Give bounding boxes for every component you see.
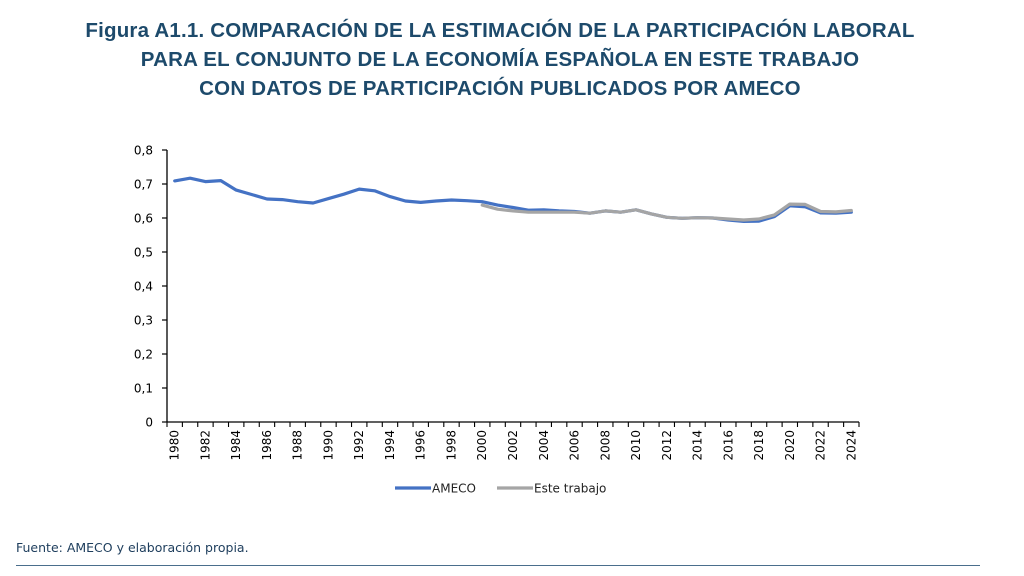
x-tick-label: 2002 bbox=[506, 430, 520, 461]
y-tick-label: 0,3 bbox=[134, 314, 153, 328]
legend: AMECO Este trabajo bbox=[395, 482, 606, 496]
x-axis: 1980 1982 1984 1986 1988 1990 1992 1994 1996 1998… bbox=[166, 421, 860, 461]
y-tick-label: 0,4 bbox=[134, 280, 153, 294]
footer-divider bbox=[16, 565, 980, 566]
source-note: Fuente: AMECO y elaboración propia. bbox=[16, 540, 249, 555]
x-tick-label: 2020 bbox=[783, 430, 797, 461]
y-tick-label: 0,6 bbox=[134, 212, 153, 226]
x-tick-label: 1984 bbox=[229, 430, 243, 461]
y-tick-label: 0,5 bbox=[134, 246, 153, 260]
series-layer bbox=[173, 176, 853, 223]
x-tick-label: 1982 bbox=[198, 430, 212, 461]
y-tick-label: 0,7 bbox=[134, 178, 153, 192]
x-tick-label: 2016 bbox=[721, 430, 735, 461]
figure-title-line-1: Figura A1.1. COMPARACIÓN DE LA ESTIMACIÓ… bbox=[85, 19, 915, 42]
series-line-ameco bbox=[173, 176, 853, 223]
x-tick-label: 2024 bbox=[844, 430, 858, 461]
x-tick-label: 2014 bbox=[691, 430, 705, 461]
x-tick-label: 1980 bbox=[168, 430, 182, 461]
y-axis: 0 0,1 0,2 0,3 0,4 0,5 0,6 0,7 0,8 bbox=[134, 144, 168, 430]
x-tick-label: 2018 bbox=[752, 430, 766, 461]
x-tick-label: 1986 bbox=[260, 430, 274, 461]
x-tick-label: 2004 bbox=[537, 430, 551, 461]
x-tick-label: 2010 bbox=[629, 430, 643, 461]
x-tick-label: 2006 bbox=[568, 430, 582, 461]
y-tick-label: 0,8 bbox=[134, 144, 153, 158]
figure-title: Figura A1.1. COMPARACIÓN DE LA ESTIMACIÓ… bbox=[0, 16, 1000, 103]
x-tick-label: 2012 bbox=[660, 430, 674, 461]
x-tick-label: 1994 bbox=[383, 430, 397, 461]
y-tick-label: 0,1 bbox=[134, 382, 153, 396]
x-tick-label: 2008 bbox=[598, 430, 612, 461]
x-tick-label: 1992 bbox=[352, 430, 366, 461]
x-tick-label: 2000 bbox=[475, 430, 489, 461]
x-tick-label: 1990 bbox=[321, 430, 335, 461]
x-tick-label: 2022 bbox=[814, 430, 828, 461]
figure-title-line-2: PARA EL CONJUNTO DE LA ECONOMÍA ESPAÑOLA… bbox=[140, 48, 860, 71]
x-tick-label: 1988 bbox=[291, 430, 305, 461]
legend-label: Este trabajo bbox=[534, 482, 606, 496]
x-tick-label: 1996 bbox=[414, 430, 428, 461]
y-tick-label: 0,2 bbox=[134, 348, 153, 362]
legend-label: AMECO bbox=[432, 482, 476, 496]
figure-title-line-3: CON DATOS DE PARTICIPACIÓN PUBLICADOS PO… bbox=[199, 77, 801, 100]
y-tick-label: 0 bbox=[145, 416, 153, 430]
x-tick-label: 1998 bbox=[444, 430, 458, 461]
